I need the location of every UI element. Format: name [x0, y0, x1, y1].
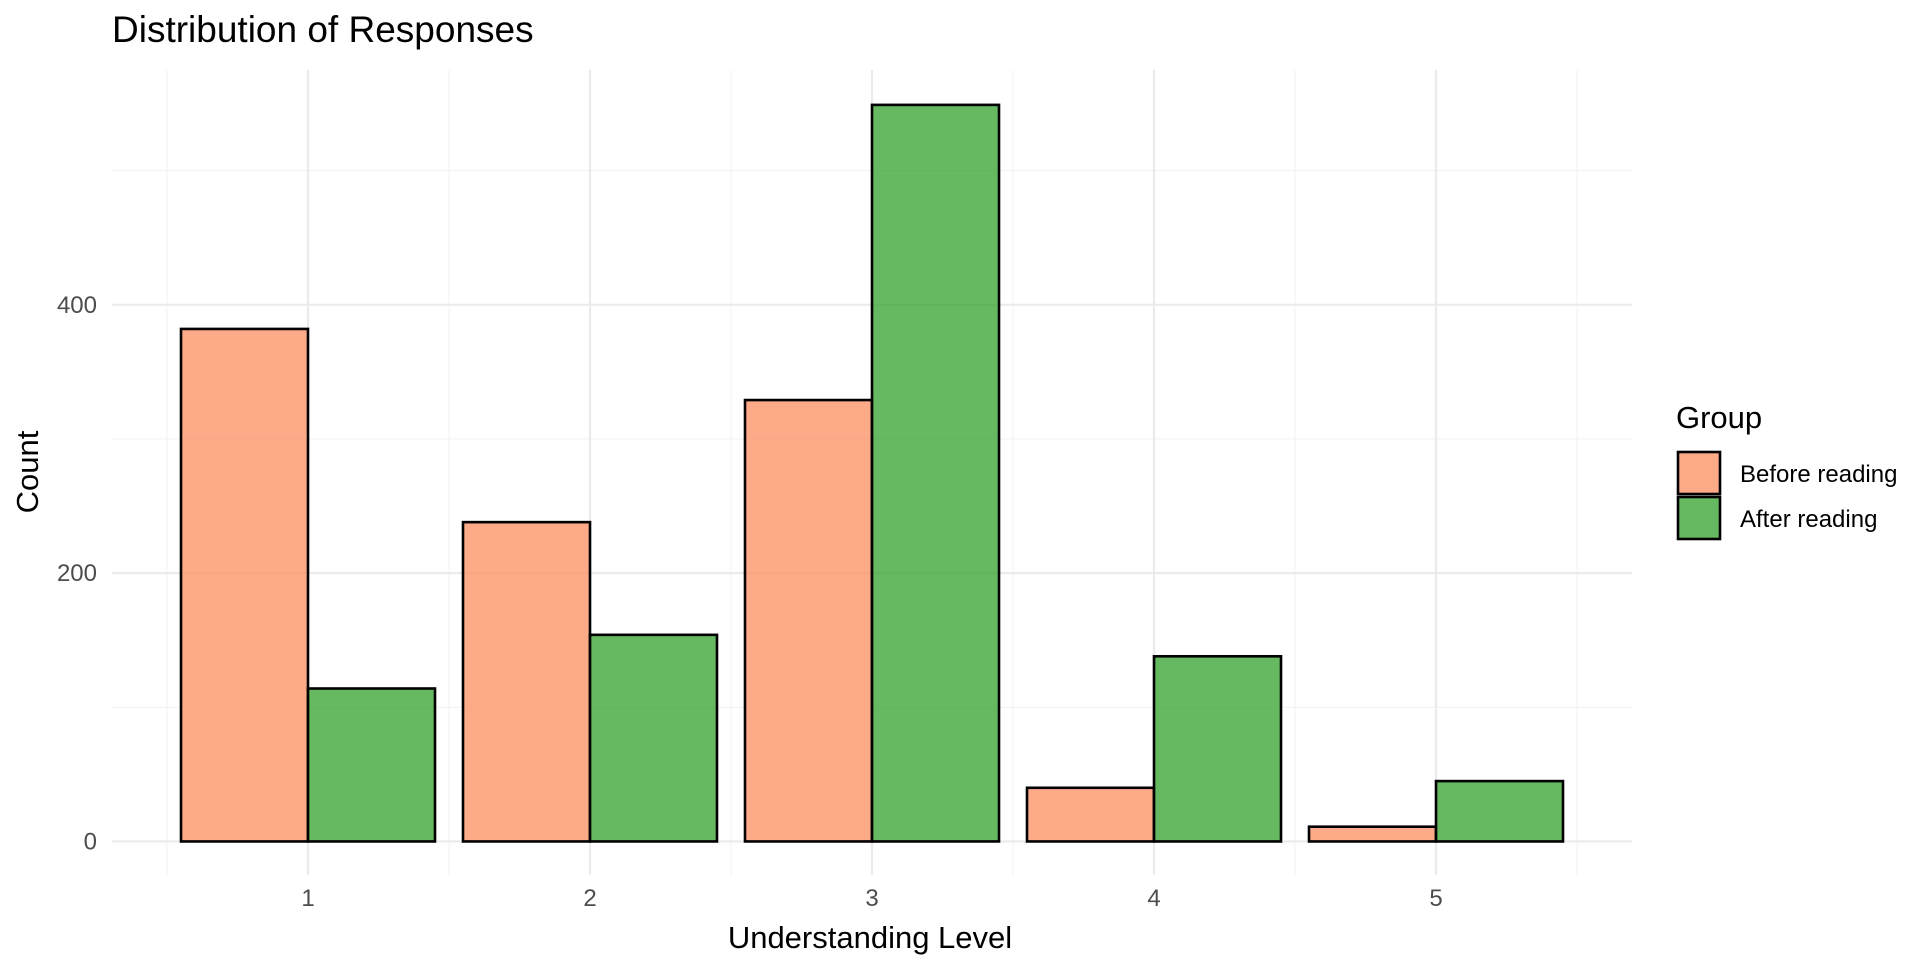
legend-title: Group: [1676, 400, 1762, 435]
bar: [461, 520, 592, 843]
x-axis: 1 2 3 4 5: [301, 885, 1442, 912]
legend-label: After reading: [1740, 506, 1877, 533]
bar: [588, 633, 719, 843]
y-axis-title: Count: [10, 430, 45, 513]
bar: [1307, 825, 1438, 843]
bar: [870, 103, 1001, 843]
bar: [1434, 779, 1565, 843]
bar: [306, 687, 437, 843]
legend-item: Before reading: [1676, 450, 1897, 496]
x-tick-label: 3: [865, 885, 878, 912]
bar: [179, 327, 310, 843]
legend-item: After reading: [1676, 495, 1877, 541]
legend-label: Before reading: [1740, 461, 1897, 488]
legend: Group Before reading After reading: [1676, 400, 1897, 541]
x-tick-label: 1: [301, 885, 314, 912]
legend-key: [1676, 450, 1722, 496]
bars: [179, 103, 1565, 843]
x-axis-title: Understanding Level: [728, 920, 1012, 955]
chart-title: Distribution of Responses: [112, 9, 534, 50]
bar: [1025, 786, 1156, 843]
x-tick-label: 4: [1147, 885, 1160, 912]
legend-items: Before reading After reading: [1676, 450, 1897, 541]
x-tick-label: 5: [1429, 885, 1442, 912]
bar: [1152, 655, 1283, 843]
y-tick-label: 200: [57, 560, 97, 587]
y-axis: 0 200 400: [57, 292, 97, 856]
bar: [743, 398, 874, 843]
x-tick-label: 2: [583, 885, 596, 912]
legend-key: [1676, 495, 1722, 541]
y-tick-label: 0: [84, 828, 97, 855]
y-tick-label: 400: [57, 292, 97, 319]
